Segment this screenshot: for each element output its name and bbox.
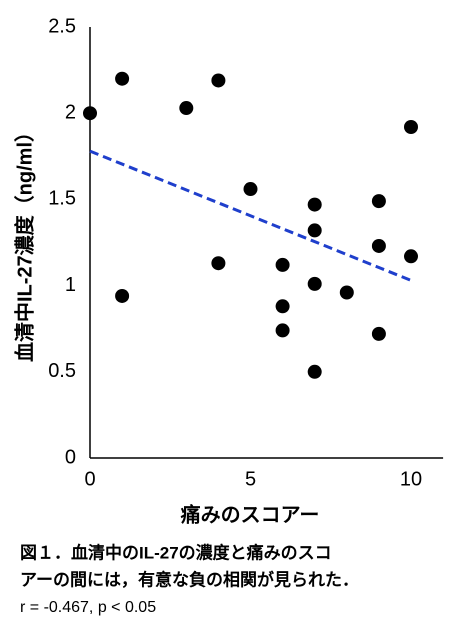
data-point <box>275 299 290 314</box>
y-axis-label: 血清中IL-27濃度（ng/ml） <box>12 122 36 362</box>
data-point <box>211 256 226 271</box>
data-point <box>179 101 194 116</box>
data-point <box>115 71 130 86</box>
x-tick-label: 10 <box>400 468 422 490</box>
data-point <box>371 326 386 341</box>
caption: 図１．血清中のIL-27の濃度と痛みのスコ <box>20 542 332 562</box>
data-point <box>275 323 290 338</box>
y-tick-label: 0 <box>65 446 76 468</box>
y-tick-label: 2 <box>65 101 76 123</box>
data-point <box>211 73 226 88</box>
data-point <box>243 182 258 197</box>
y-tick-label: 0.5 <box>48 360 76 382</box>
data-point <box>371 238 386 253</box>
trend-line <box>89 149 412 282</box>
data-point <box>307 364 322 379</box>
data-point <box>404 119 418 134</box>
y-tick-label: 1.5 <box>48 188 76 210</box>
data-point <box>307 197 322 212</box>
data-point <box>275 257 290 272</box>
data-point <box>404 249 418 264</box>
data-point <box>371 194 386 209</box>
data-point <box>307 276 322 291</box>
data-point <box>307 223 322 238</box>
data-point <box>115 288 130 303</box>
x-tick-label: 0 <box>84 468 95 490</box>
x-axis-label: 痛みのスコアー <box>181 502 320 526</box>
caption: r = -0.467, p < 0.05 <box>20 599 156 616</box>
data-point <box>83 106 97 121</box>
x-tick-label: 5 <box>245 468 256 490</box>
y-tick-label: 1 <box>65 274 76 296</box>
caption: アーの間には，有意な負の相関が見られた． <box>20 569 359 589</box>
data-point <box>339 285 354 300</box>
y-tick-label: 2.5 <box>48 15 76 37</box>
